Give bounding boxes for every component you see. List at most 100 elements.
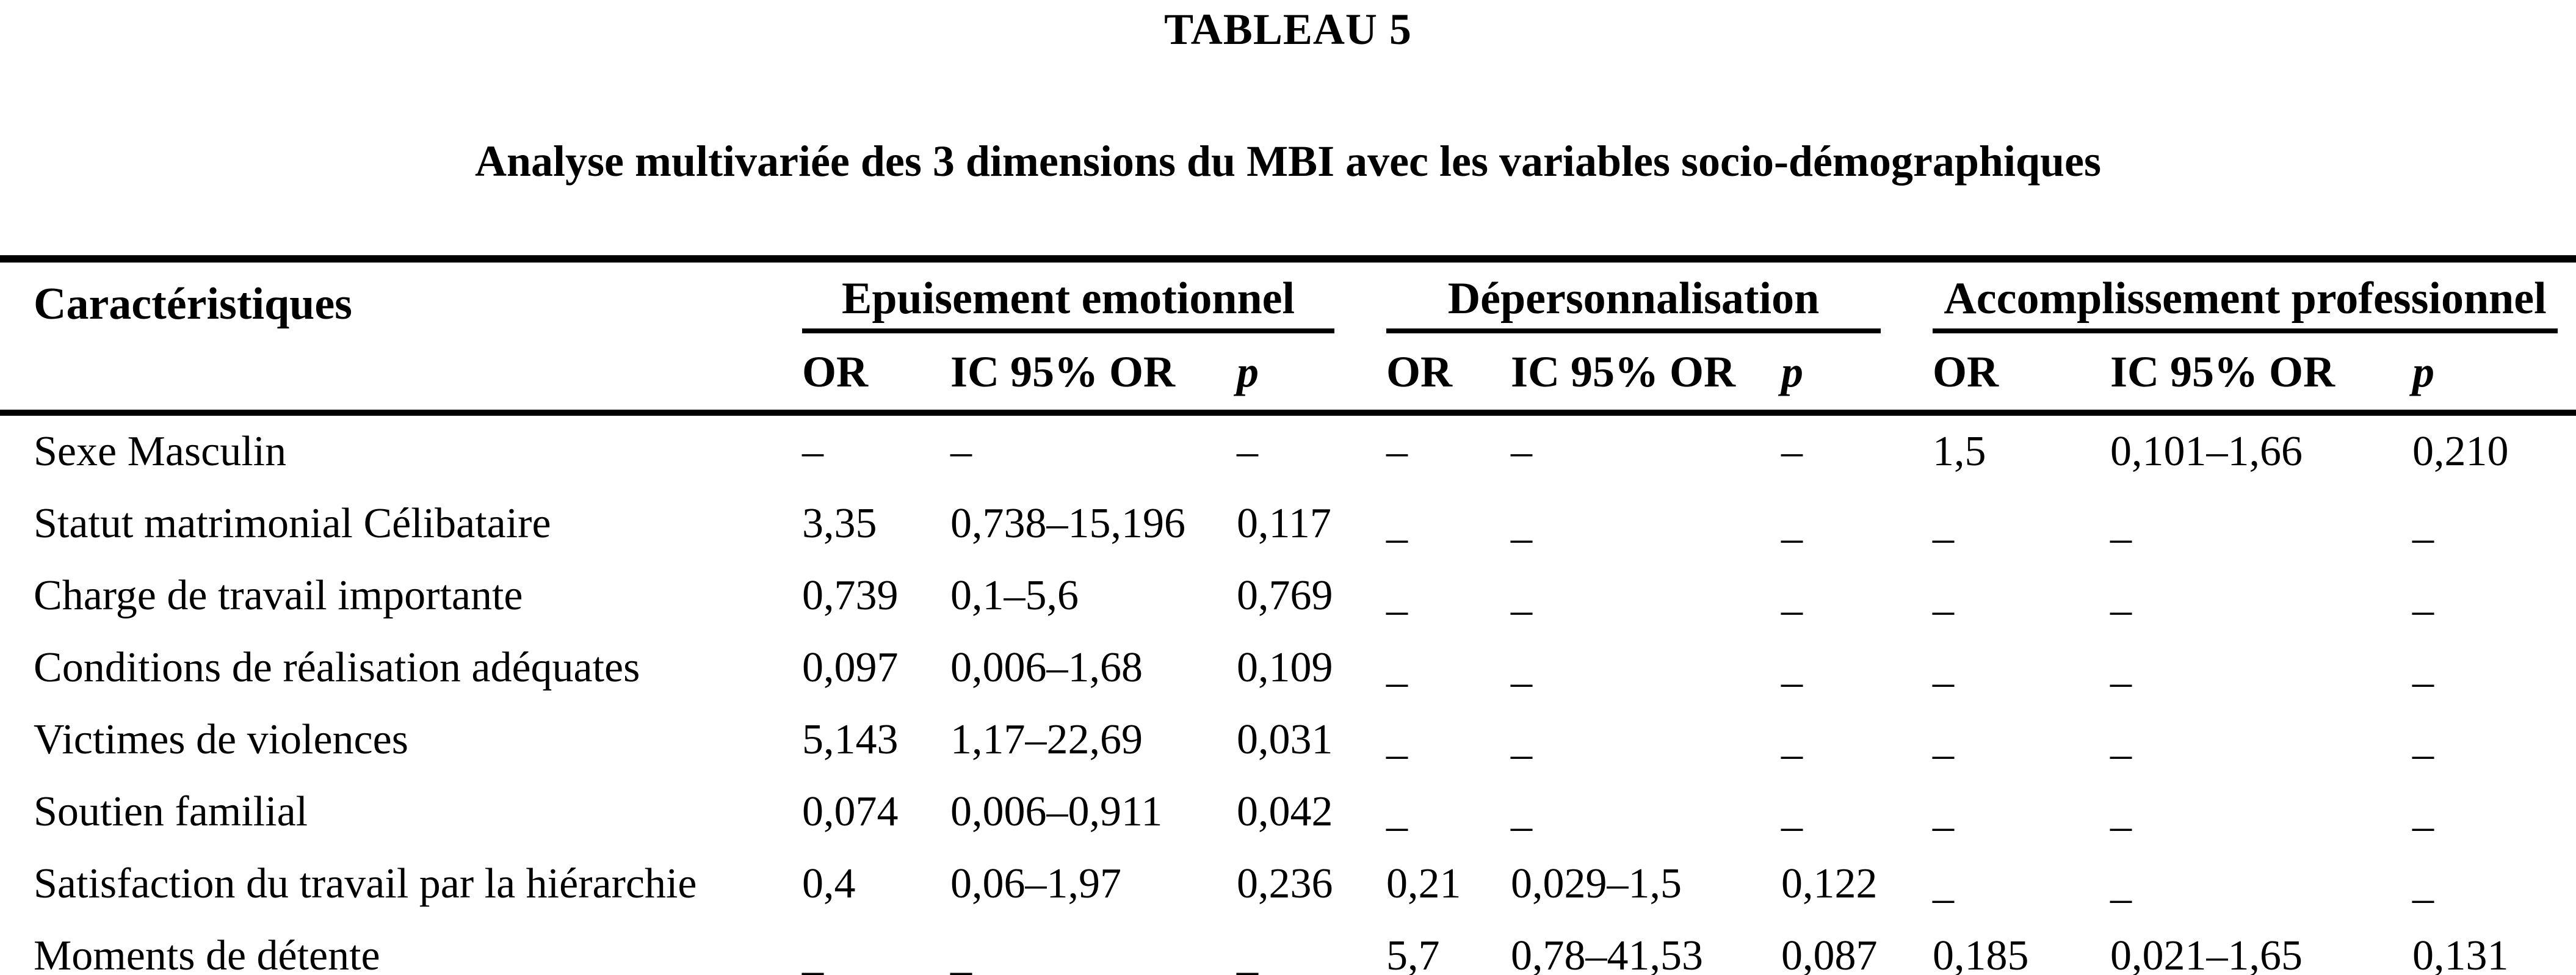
table-cell: _ (2110, 716, 2133, 763)
table-cell: _ (2412, 860, 2435, 907)
table-cell: _ (2110, 500, 2133, 547)
paper-table-page: TABLEAU 5 Analyse multivariée des 3 dime… (0, 4, 2576, 975)
table-cell: 0,738–15,196 (950, 500, 1185, 547)
table-cell: 0,769 (1237, 572, 1333, 619)
table-cell: 0,739 (802, 572, 899, 619)
table-row: Satisfaction du travail par la hiérarchi… (0, 848, 2576, 920)
table-cell: – (1386, 428, 1408, 475)
row-label: Statut matrimonial Célibataire (34, 500, 551, 547)
table-cell: _ (1386, 716, 1409, 763)
table-cell: _ (1781, 500, 1804, 547)
table-cell: 0,117 (1237, 500, 1331, 547)
table-cell: 0,109 (1237, 644, 1333, 691)
column-group-label: Accomplissement professionnel (1933, 275, 2558, 333)
table-cell: 3,35 (802, 500, 877, 547)
table-cell: _ (1781, 716, 1804, 763)
table-cell: 0,210 (2412, 428, 2509, 475)
table-cell: _ (1511, 572, 1533, 619)
table-row: Statut matrimonial Célibataire 3,35 0,73… (0, 488, 2576, 560)
table-row: Charge de travail importante 0,739 0,1–5… (0, 560, 2576, 632)
row-label: Victimes de violences (34, 716, 408, 763)
table-row: Soutien familial 0,074 0,006–0,911 0,042… (0, 776, 2576, 848)
table-cell: 0,087 (1781, 932, 1878, 975)
table-cell: 0,1–5,6 (950, 572, 1079, 619)
table-cell: _ (2110, 644, 2133, 691)
table-cell: _ (2110, 788, 2133, 835)
table-cell: _ (2412, 788, 2435, 835)
row-label: Conditions de réalisation adéquates (34, 644, 640, 691)
table-cell: 0,031 (1237, 716, 1333, 763)
subcolumn-header-p: p (2412, 333, 2576, 416)
table-cell: _ (1511, 716, 1533, 763)
subcolumn-header-ic95: IC 95% OR (2110, 333, 2412, 416)
table-cell: 0,021–1,65 (2110, 932, 2303, 975)
table-cell: 5,143 (802, 716, 899, 763)
table-row: Conditions de réalisation adéquates 0,09… (0, 632, 2576, 704)
table-cell: 0,101–1,66 (2110, 428, 2303, 475)
table-cell: _ (1511, 644, 1533, 691)
table-cell: _ (2110, 860, 2133, 907)
table-cell: _ (1386, 644, 1409, 691)
table-cell: 0,21 (1386, 860, 1461, 907)
table-cell: _ (1511, 788, 1533, 835)
table-cell: _ (1933, 644, 1955, 691)
table-cell: 0,131 (2412, 932, 2509, 975)
table-cell: 0,122 (1781, 860, 1878, 907)
table-cell: _ (1933, 716, 1955, 763)
group-header-row: Caractéristiques Epuisement emotionnel D… (0, 259, 2576, 416)
table-cell: _ (1237, 932, 1259, 975)
table-cell: 0,185 (1933, 932, 2029, 975)
subcolumn-header-or: OR (802, 333, 950, 416)
table-cell: _ (1781, 644, 1804, 691)
table-caption: Analyse multivariée des 3 dimensions du … (474, 137, 2102, 186)
table-cell: _ (950, 932, 973, 975)
subcolumn-header-p: p (1237, 333, 1386, 416)
row-label: Charge de travail importante (34, 572, 523, 619)
table-cell: _ (802, 932, 825, 975)
table-cell: _ (1933, 500, 1955, 547)
table-cell: _ (1386, 500, 1409, 547)
table-cell: 0,06–1,97 (950, 860, 1121, 907)
table-cell: _ (1933, 860, 1955, 907)
row-label: Moments de détente (34, 932, 380, 975)
table-cell: – (802, 428, 823, 475)
table-cell: _ (2412, 572, 2435, 619)
column-group-epuisement-emotionnel: Epuisement emotionnel (802, 259, 1386, 333)
table-cell: 0,78–41,53 (1511, 932, 1703, 975)
table-cell: 0,4 (802, 860, 856, 907)
table-cell: 0,042 (1237, 788, 1333, 835)
table-row: Sexe Masculin – – – – – – 1,5 0,101–1,66… (0, 413, 2576, 488)
table-cell: 0,006–1,68 (950, 644, 1143, 691)
table-cell: – (1781, 428, 1803, 475)
subcolumn-header-ic95: IC 95% OR (1511, 333, 1781, 416)
table-row: Victimes de violences 5,143 1,17–22,69 0… (0, 704, 2576, 776)
table-cell: _ (1933, 572, 1955, 619)
subcolumn-header-p: p (1781, 333, 1933, 416)
row-label: Sexe Masculin (34, 428, 287, 475)
table-cell: 1,17–22,69 (950, 716, 1143, 763)
subcolumn-header-or: OR (1386, 333, 1511, 416)
table-cell: 0,074 (802, 788, 899, 835)
table-number-title: TABLEAU 5 (1164, 5, 1412, 54)
table-cell: – (950, 428, 972, 475)
table-cell: _ (2110, 572, 2133, 619)
column-group-depersonnalisation: Dépersonnalisation (1386, 259, 1933, 333)
table-cell: – (1511, 428, 1532, 475)
column-group-accomplissement-professionnel: Accomplissement professionnel (1933, 259, 2576, 333)
subcolumn-header-or: OR (1933, 333, 2110, 416)
row-label: Satisfaction du travail par la hiérarchi… (34, 860, 697, 907)
table-cell: _ (1781, 572, 1804, 619)
column-group-label: Dépersonnalisation (1386, 275, 1881, 333)
table-cell: 1,5 (1933, 428, 1986, 475)
table-cell: _ (2412, 500, 2435, 547)
column-header-caracteristiques: Caractéristiques (0, 259, 802, 416)
table-row: Moments de détente _ _ _ 5,7 0,78–41,53 … (0, 920, 2576, 975)
table-cell: _ (1511, 500, 1533, 547)
table-cell: 0,236 (1237, 860, 1333, 907)
table-cell: _ (1933, 788, 1955, 835)
subcolumn-header-ic95: IC 95% OR (950, 333, 1237, 416)
table-cell: _ (2412, 716, 2435, 763)
table-cell: _ (1386, 572, 1409, 619)
table-cell: 0,097 (802, 644, 899, 691)
table-cell: 0,006–0,911 (950, 788, 1163, 835)
